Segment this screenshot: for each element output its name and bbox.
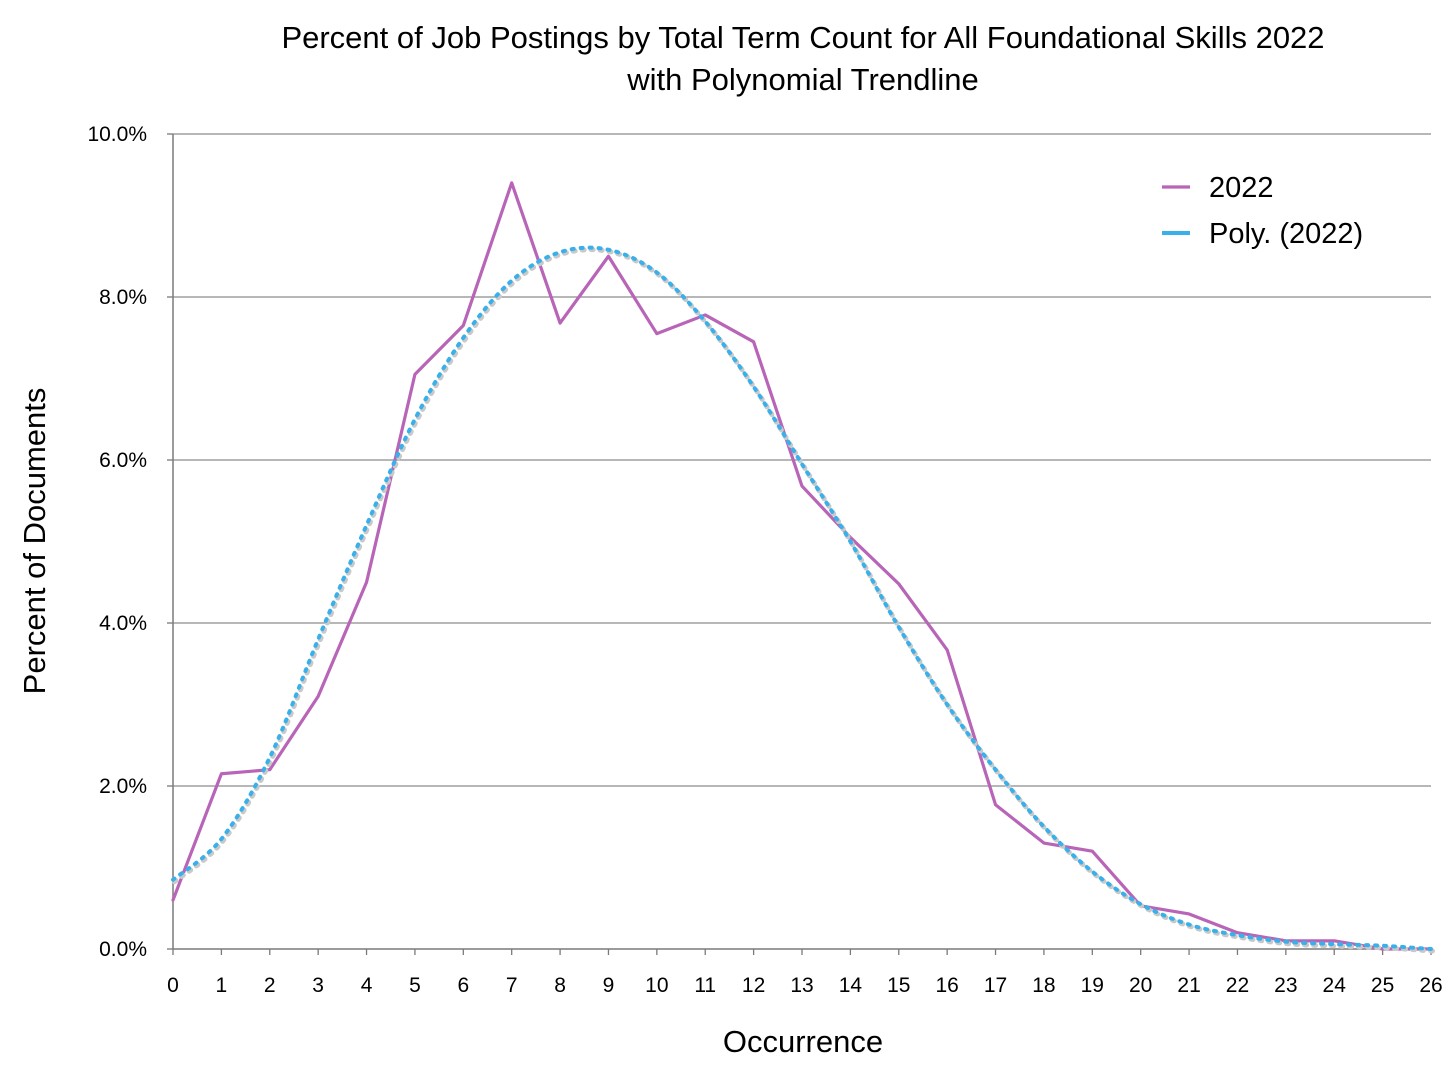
x-tick-labels: 0 1 2 3 4 5 6 7 8 9 10 11 12 13 14 15 16 17 18 19 20 21 22 23 24… xyxy=(167,974,1443,997)
legend-label: 2022 xyxy=(1209,172,1274,204)
x-tick-label: 21 xyxy=(1177,974,1200,997)
x-tick-label: 12 xyxy=(742,974,765,997)
y-tick-label: 6.0% xyxy=(99,449,147,472)
y-tick-label: 8.0% xyxy=(99,286,147,309)
y-axis-label: Percent of Documents xyxy=(17,388,52,695)
x-tick-label: 25 xyxy=(1371,974,1394,997)
y-tick-label: 2.0% xyxy=(99,775,147,798)
y-tick-label: 4.0% xyxy=(99,612,147,635)
x-tick-label: 9 xyxy=(603,974,615,997)
x-tick-label: 24 xyxy=(1323,974,1347,997)
x-tick-label: 20 xyxy=(1129,974,1152,997)
series-lines xyxy=(171,181,1435,954)
x-tick-label: 15 xyxy=(887,974,910,997)
x-tick-label: 17 xyxy=(984,974,1007,997)
x-tick-label: 16 xyxy=(935,974,958,997)
x-tick-label: 2 xyxy=(264,974,276,997)
x-tick-label: 3 xyxy=(312,974,324,997)
legend: 2022 Poly. (2022) xyxy=(1162,172,1363,250)
chart-subtitle: with Polynomial Trendline xyxy=(626,62,979,97)
x-tick-label: 18 xyxy=(1032,974,1055,997)
x-tick-label: 7 xyxy=(506,974,518,997)
x-axis-label: Occurrence xyxy=(723,1024,883,1059)
y-tick-labels: 0.0% 2.0% 4.0% 6.0% 8.0% 10.0% xyxy=(87,123,147,961)
legend-label: Poly. (2022) xyxy=(1209,218,1363,250)
series-line-poly-2022 xyxy=(171,245,1433,951)
x-tick-label: 23 xyxy=(1274,974,1297,997)
x-tick-label: 1 xyxy=(216,974,228,997)
x-tick-label: 19 xyxy=(1081,974,1104,997)
x-tick-label: 11 xyxy=(694,974,716,997)
y-tick-label: 0.0% xyxy=(99,938,147,961)
x-tick-label: 22 xyxy=(1226,974,1249,997)
x-tick-label: 5 xyxy=(409,974,421,997)
x-tick-label: 6 xyxy=(457,974,469,997)
x-tick-label: 8 xyxy=(554,974,566,997)
x-tick-label: 13 xyxy=(790,974,813,997)
trendline-shadow xyxy=(172,247,1435,954)
series-line-2022 xyxy=(171,181,1433,951)
x-tick-label: 26 xyxy=(1419,974,1442,997)
x-tick-label: 4 xyxy=(361,974,373,997)
x-tick-label: 0 xyxy=(167,974,179,997)
axes xyxy=(167,133,1432,955)
chart-title: Percent of Job Postings by Total Term Co… xyxy=(281,20,1324,55)
x-tick-label: 10 xyxy=(645,974,668,997)
y-tick-label: 10.0% xyxy=(87,123,147,146)
x-tick-label: 14 xyxy=(839,974,863,997)
